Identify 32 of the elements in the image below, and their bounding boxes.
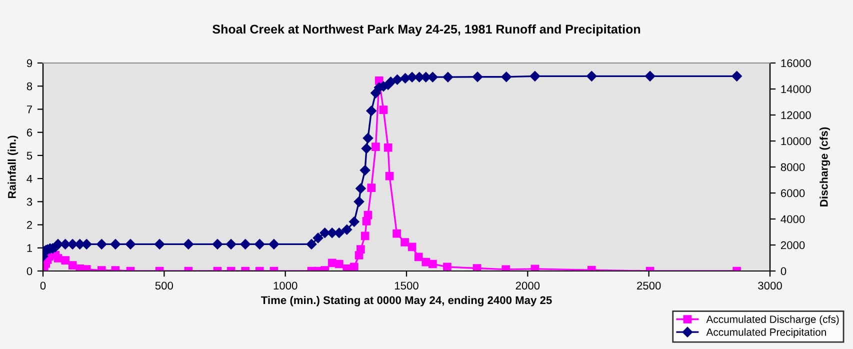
y-tick-label: 6 xyxy=(26,128,32,136)
y2-tick-label: 12000 xyxy=(781,111,811,120)
y2-tick-label: 14000 xyxy=(781,85,811,94)
x-tick-label: 1000 xyxy=(274,282,298,290)
y-tick-label: 2 xyxy=(26,221,32,229)
y-tick-label: 4 xyxy=(26,174,32,183)
y2-tick-label: 0 xyxy=(780,267,786,276)
y-tick-label: 8 xyxy=(26,82,32,90)
x-tick-label: 1500 xyxy=(394,282,418,290)
legend-label: Accumulated Precipitation xyxy=(706,328,826,338)
x-axis-title: Time (min.) Stating at 0000 May 24, ending 2400 May 25 xyxy=(261,296,552,306)
x-tick-label: 2500 xyxy=(637,282,661,290)
y-tick-label: 9 xyxy=(26,59,32,68)
y2-tick-label: 4000 xyxy=(780,215,805,224)
y-tick-label: 3 xyxy=(26,198,32,206)
y-tick-label: 0 xyxy=(26,267,32,276)
y2-tick-label: 8000 xyxy=(780,163,805,172)
chart-title: Shoal Creek at Northwest Park May 24-25, 1981 Runoff and Precipitation xyxy=(212,24,640,36)
y2-tick-label: 6000 xyxy=(780,189,805,198)
y-axis-title: Rainfall (in.) xyxy=(8,136,18,198)
y-tick-label: 1 xyxy=(27,244,32,252)
legend-label: Accumulated Discharge (cfs) xyxy=(706,315,839,326)
y-tick-label: 7 xyxy=(26,106,32,114)
x-tick-label: 2000 xyxy=(516,282,540,290)
x-tick-label: 500 xyxy=(155,282,173,290)
x-tick-label: 0 xyxy=(40,282,46,290)
y2-tick-label: 2000 xyxy=(780,241,805,250)
y2-tick-label: 16000 xyxy=(781,59,811,68)
x-tick-label: 3000 xyxy=(758,282,782,290)
y2-axis-title: Discharge (cfs) xyxy=(820,127,830,206)
y2-tick-label: 10000 xyxy=(781,137,811,146)
y-tick-label: 5 xyxy=(26,152,32,160)
